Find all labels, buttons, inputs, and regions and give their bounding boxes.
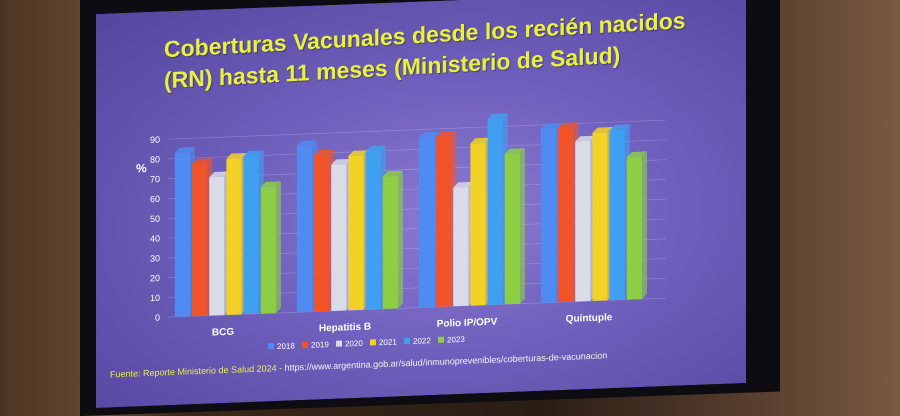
bar <box>453 187 468 306</box>
bar <box>541 128 556 303</box>
bar <box>175 152 190 317</box>
bar <box>419 137 434 308</box>
y-tick-label: 50 <box>150 214 160 224</box>
bar <box>575 141 590 302</box>
bar-top <box>261 181 281 187</box>
legend-label: 2023 <box>447 335 465 345</box>
legend-label: 2019 <box>311 340 329 350</box>
y-tick-label: 80 <box>150 154 160 164</box>
bar-top <box>541 123 561 129</box>
bar-top <box>488 113 508 119</box>
legend-label: 2018 <box>277 341 295 351</box>
gridline <box>168 120 666 139</box>
legend-swatch <box>438 337 444 343</box>
bar <box>505 153 520 304</box>
bar <box>297 146 312 313</box>
bar <box>209 177 224 316</box>
legend-label: 2021 <box>379 337 397 347</box>
bar-top <box>470 138 490 144</box>
bar-top <box>314 150 334 156</box>
bar-side <box>398 171 403 309</box>
bar <box>331 164 346 311</box>
bar <box>436 136 451 307</box>
y-tick-label: 0 <box>155 313 160 323</box>
category-label: Polio IP/OPV <box>437 317 498 330</box>
bar-top <box>383 171 403 177</box>
bar-top <box>627 151 647 157</box>
bar-top <box>453 182 473 188</box>
legend-swatch <box>370 339 376 345</box>
bar-top <box>436 131 456 137</box>
y-tick-label: 70 <box>150 174 160 184</box>
bar <box>610 130 625 301</box>
bar-top <box>209 171 229 177</box>
y-tick-label: 60 <box>150 194 160 204</box>
bar-top <box>192 158 212 164</box>
bar-top <box>331 159 351 165</box>
legend-label: 2020 <box>345 339 363 349</box>
bar <box>261 187 276 314</box>
bar-top <box>348 150 368 156</box>
bar <box>366 151 381 310</box>
bar-side <box>276 181 281 313</box>
bar <box>192 163 207 316</box>
bar-top <box>244 150 264 156</box>
bar <box>348 155 363 310</box>
y-tick-label: 40 <box>150 233 160 243</box>
bar-top <box>505 148 525 154</box>
bar <box>627 157 642 300</box>
vaccination-coverage-chart: 0 10 20 30 40 50 60 70 80 90% BCG Hepatitis B Polio … <box>96 0 746 408</box>
bar <box>470 143 485 306</box>
y-axis-label: % <box>136 161 147 175</box>
y-tick-label: 20 <box>150 273 160 283</box>
category-label: Hepatitis B <box>319 321 371 334</box>
y-tick-label: 90 <box>150 135 160 145</box>
y-tick-label: 30 <box>150 253 160 263</box>
bar <box>383 176 398 309</box>
bar-top <box>592 127 612 133</box>
category-label: BCG <box>212 327 234 339</box>
legend-label: 2022 <box>413 336 431 346</box>
y-tick-label: 10 <box>150 293 160 303</box>
bar <box>244 156 259 315</box>
legend-swatch <box>268 343 274 349</box>
bar-top <box>226 153 246 159</box>
presentation-slide: Coberturas Vacunales desde los recién na… <box>96 0 746 408</box>
bar-side <box>520 148 525 304</box>
legend-swatch <box>404 338 410 344</box>
bar-top <box>575 136 595 142</box>
bar-top <box>419 132 439 138</box>
bar <box>314 155 329 312</box>
legend-swatch <box>302 342 308 348</box>
bar-top <box>175 147 195 153</box>
bar <box>488 118 503 304</box>
bar-top <box>558 122 578 128</box>
bar <box>558 128 573 303</box>
bar-top <box>610 124 630 130</box>
bar-side <box>642 151 647 299</box>
bar-top <box>297 140 317 146</box>
legend-swatch <box>336 341 342 347</box>
bar <box>226 158 241 315</box>
category-label: Quíntuple <box>566 312 613 325</box>
bar-top <box>366 146 386 152</box>
bar <box>592 132 607 301</box>
